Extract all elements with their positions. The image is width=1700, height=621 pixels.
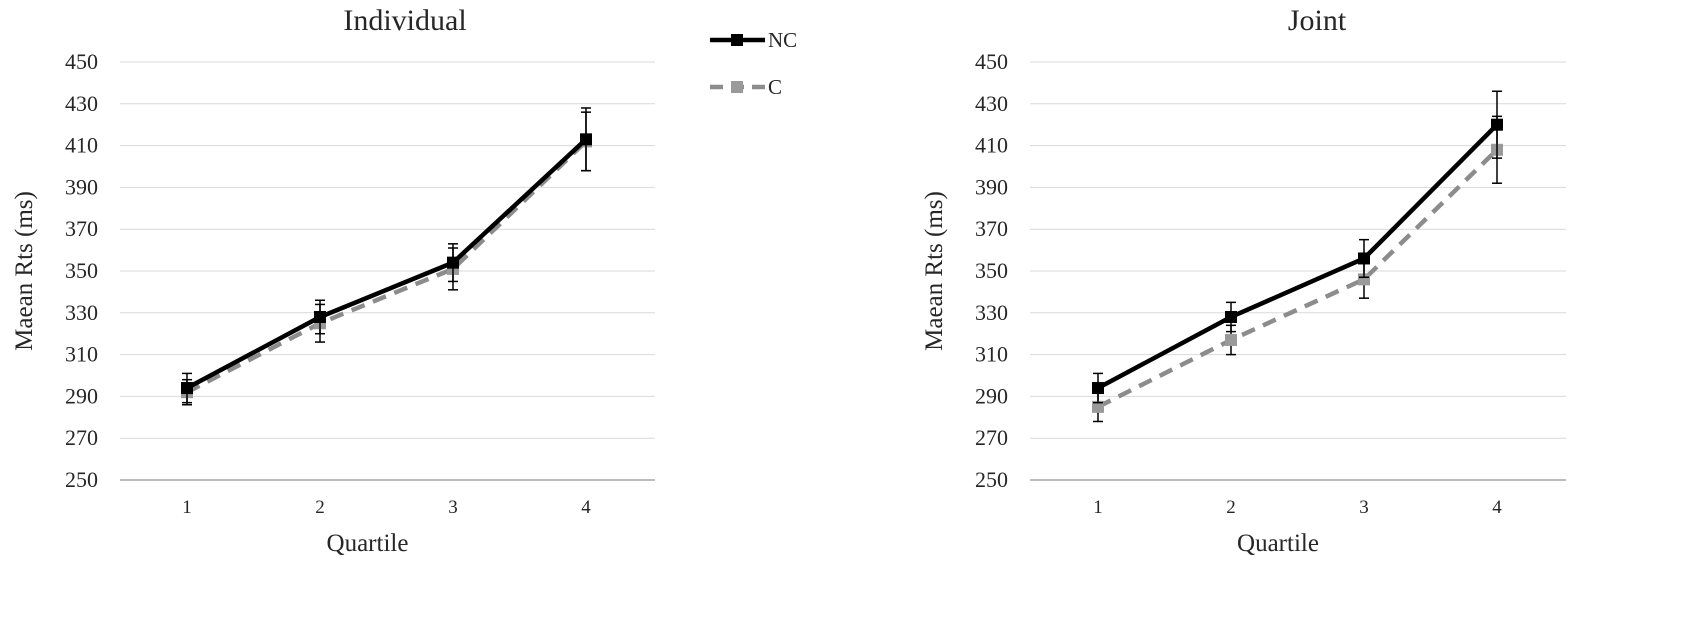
y-tick-label: 370 xyxy=(65,216,98,241)
y-tick-label: 310 xyxy=(975,342,1008,367)
y-tick-label: 350 xyxy=(975,258,1008,283)
data-point-marker xyxy=(1092,382,1104,395)
chart-title: Joint xyxy=(1288,4,1347,37)
y-tick-label: 310 xyxy=(65,342,98,367)
data-point-marker xyxy=(1491,118,1503,131)
x-tick-label: 1 xyxy=(182,497,192,518)
data-point-marker xyxy=(1358,273,1370,286)
series-line-nc xyxy=(1096,123,1499,391)
y-axis-label: Maean Rts (ms) xyxy=(921,191,948,351)
y-tick-label: 430 xyxy=(65,91,98,116)
x-axis-label: Quartile xyxy=(327,530,409,557)
y-tick-label: 250 xyxy=(65,467,98,492)
y-tick-label: 410 xyxy=(65,133,98,158)
data-point-marker xyxy=(1225,333,1237,346)
x-tick-label: 2 xyxy=(1226,497,1236,518)
legend: NC C xyxy=(710,28,797,99)
y-tick-label: 450 xyxy=(975,49,1008,74)
series-c xyxy=(181,111,592,406)
x-tick-label: 4 xyxy=(1492,497,1502,518)
y-tick-label: 450 xyxy=(65,49,98,74)
x-tick-label: 4 xyxy=(581,497,591,518)
legend-item-c: C xyxy=(710,75,782,99)
x-tick-label: 1 xyxy=(1093,497,1103,518)
legend-swatch-marker xyxy=(731,34,743,46)
data-point-marker xyxy=(314,310,326,323)
series-nc xyxy=(1092,90,1503,404)
series-line-c xyxy=(1096,148,1499,409)
y-tick-label: 330 xyxy=(975,300,1008,325)
legend-item-nc: NC xyxy=(710,28,797,52)
y-tick-label: 430 xyxy=(975,91,1008,116)
data-point-marker xyxy=(580,133,592,146)
y-tick-label: 390 xyxy=(65,174,98,199)
legend-label: C xyxy=(768,75,782,99)
y-tick-label: 290 xyxy=(975,383,1008,408)
data-point-marker xyxy=(181,382,193,395)
series-c xyxy=(1092,115,1503,423)
x-tick-label: 2 xyxy=(315,497,325,518)
y-tick-label: 330 xyxy=(65,300,98,325)
legend-label: NC xyxy=(768,28,797,52)
x-axis-label: Quartile xyxy=(1237,530,1319,557)
data-point-marker xyxy=(1358,252,1370,265)
legend-swatch-marker xyxy=(731,81,743,93)
series-line-c xyxy=(185,139,588,395)
chart-panel-individual: Individual 250 270 290 310 330 350 370 390 410 430… xyxy=(11,4,655,557)
series-nc xyxy=(181,107,592,404)
data-point-marker xyxy=(447,256,459,269)
y-tick-label: 290 xyxy=(65,383,98,408)
y-tick-label: 270 xyxy=(65,425,98,450)
series-line-nc xyxy=(185,137,588,391)
y-tick-label: 270 xyxy=(975,425,1008,450)
y-tick-label: 350 xyxy=(65,258,98,283)
data-point-marker xyxy=(1225,310,1237,323)
y-axis-label: Maean Rts (ms) xyxy=(11,191,38,351)
chart-title: Individual xyxy=(343,4,466,37)
data-point-marker xyxy=(1092,400,1104,413)
y-tick-label: 370 xyxy=(975,216,1008,241)
x-tick-label: 3 xyxy=(448,497,458,518)
chart-panel-joint: Joint 250 270 290 310 330 350 370 390 410 430 450 1 2… xyxy=(921,4,1566,557)
y-tick-label: 250 xyxy=(975,467,1008,492)
y-tick-label: 410 xyxy=(975,133,1008,158)
y-tick-label: 390 xyxy=(975,174,1008,199)
x-tick-label: 3 xyxy=(1359,497,1369,518)
